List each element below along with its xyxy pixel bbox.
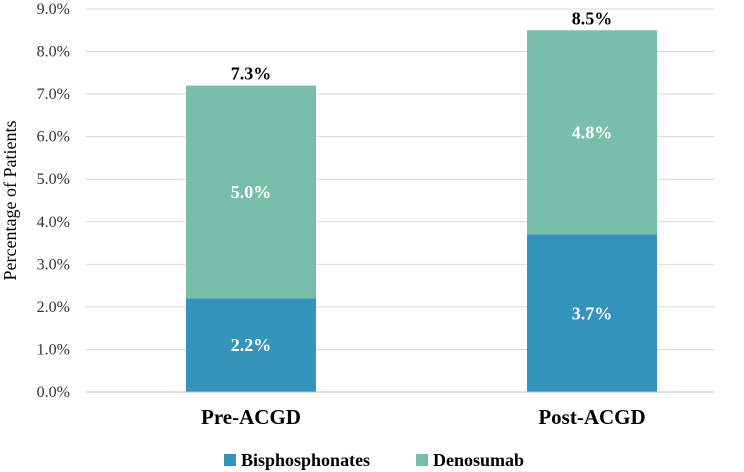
legend-swatch-denosumab <box>416 454 428 466</box>
segment-labels: 2.2% 5.0% 3.7% 4.8% <box>231 122 613 355</box>
category-label: Post-ACGD <box>538 405 645 429</box>
bar-segment-bisphosphonates <box>527 234 657 392</box>
y-tick-label: 0.0% <box>37 384 70 401</box>
category-label: Pre-ACGD <box>201 405 301 429</box>
legend-label-denosumab: Denosumab <box>433 450 524 470</box>
data-label-denosumab: 4.8% <box>572 122 613 142</box>
legend-swatch-bisphosphonates <box>224 454 236 466</box>
bar-segment-denosumab <box>186 85 316 299</box>
y-tick-label: 1.0% <box>37 341 70 358</box>
y-axis-tick-labels: 0.0% 1.0% 2.0% 3.0% 4.0% 5.0% 6.0% 7.0% 8.0% 9.0% <box>37 1 70 401</box>
total-label: 7.3% <box>231 64 272 84</box>
x-axis-category-labels: Pre-ACGD Post-ACGD <box>201 405 646 429</box>
y-tick-label: 3.0% <box>37 256 70 273</box>
bar-segment-denosumab <box>527 30 657 235</box>
y-tick-label: 9.0% <box>37 1 70 18</box>
data-label-bisphosphonates: 2.2% <box>231 335 272 355</box>
bar-segment-bisphosphonates <box>186 298 316 392</box>
y-tick-label: 6.0% <box>37 129 70 146</box>
legend: Bisphosphonates Denosumab <box>224 450 524 470</box>
y-tick-label: 5.0% <box>37 171 70 188</box>
bars <box>186 30 657 392</box>
total-labels: 7.3% 8.5% <box>231 8 613 83</box>
y-tick-label: 7.0% <box>37 86 70 103</box>
y-tick-label: 2.0% <box>37 299 70 316</box>
y-tick-label: 4.0% <box>37 214 70 231</box>
y-tick-label: 8.0% <box>37 44 70 61</box>
legend-label-bisphosphonates: Bisphosphonates <box>241 450 370 470</box>
y-axis-title: Percentage of Patients <box>0 121 20 281</box>
data-label-denosumab: 5.0% <box>231 182 272 202</box>
data-label-bisphosphonates: 3.7% <box>572 303 613 323</box>
total-label: 8.5% <box>572 8 613 28</box>
